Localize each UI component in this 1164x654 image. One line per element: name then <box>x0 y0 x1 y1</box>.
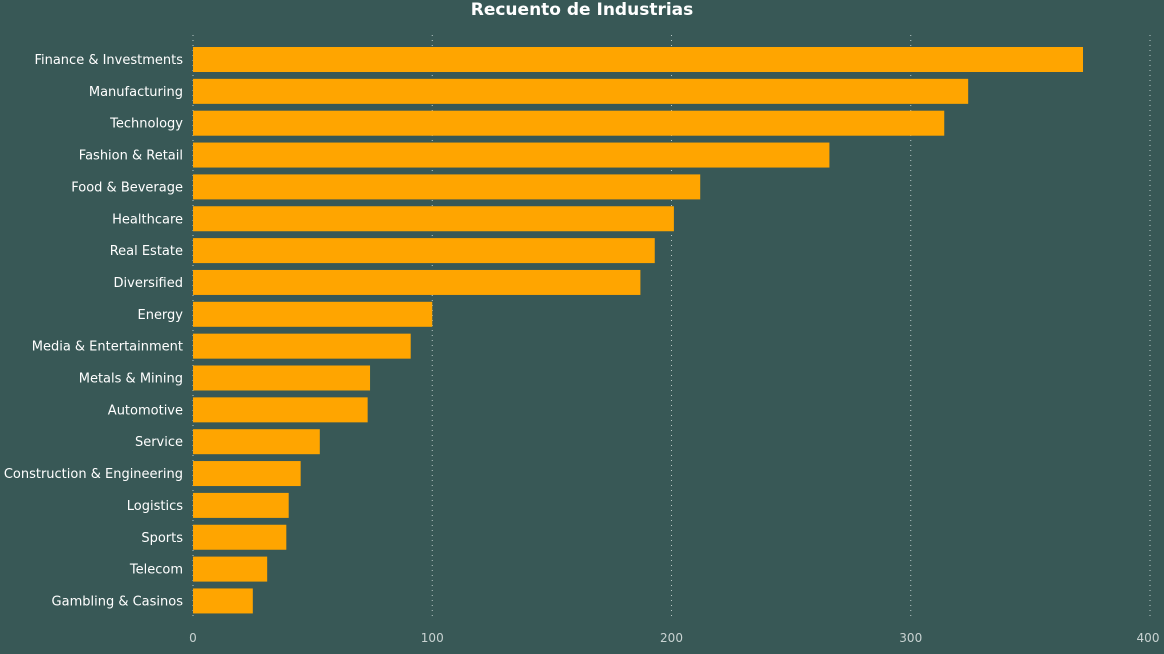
bar[interactable] <box>193 110 945 136</box>
bar[interactable] <box>193 238 655 264</box>
category-label: Diversified <box>114 276 183 291</box>
bar[interactable] <box>193 47 1084 72</box>
category-label: Gambling & Casinos <box>52 594 184 609</box>
chart-title: Recuento de Industrias <box>470 0 694 20</box>
x-tick-label: 300 <box>899 631 922 645</box>
x-tick-label: 100 <box>421 631 444 645</box>
category-label: Finance & Investments <box>34 53 183 68</box>
bar[interactable] <box>193 333 411 359</box>
category-label: Sports <box>141 531 183 546</box>
category-label: Construction & Engineering <box>4 467 183 482</box>
bar[interactable] <box>193 174 701 200</box>
bar[interactable] <box>193 78 969 104</box>
x-tick-label: 200 <box>660 631 683 645</box>
bar[interactable] <box>193 461 301 487</box>
bar[interactable] <box>193 492 289 518</box>
bar[interactable] <box>193 397 368 423</box>
category-label: Healthcare <box>112 212 183 227</box>
category-label: Fashion & Retail <box>79 149 183 164</box>
bar[interactable] <box>193 206 674 232</box>
bar[interactable] <box>193 269 641 295</box>
category-label: Energy <box>137 308 183 323</box>
bar[interactable] <box>193 142 830 168</box>
bar[interactable] <box>193 556 268 582</box>
category-label: Food & Beverage <box>71 180 183 195</box>
bar[interactable] <box>193 365 371 391</box>
category-labels: Finance & Investments Manufacturing Techno… <box>4 53 183 609</box>
bar[interactable] <box>193 524 287 550</box>
category-label: Media & Entertainment <box>32 340 183 355</box>
category-label: Technology <box>109 117 183 132</box>
category-label: Automotive <box>108 403 183 418</box>
category-label: Logistics <box>127 499 183 514</box>
x-tick-label: 400 <box>1137 631 1160 645</box>
x-tick-label: 0 <box>189 631 197 645</box>
bar[interactable] <box>193 429 320 455</box>
category-label: Real Estate <box>110 244 183 259</box>
category-label: Metals & Mining <box>79 372 183 387</box>
category-label: Manufacturing <box>89 85 183 100</box>
bar[interactable] <box>193 588 253 614</box>
category-label: Service <box>135 435 183 450</box>
x-axis-tick-labels: 0 100 200 300 400 <box>189 631 1159 645</box>
bars <box>193 47 1084 614</box>
bar[interactable] <box>193 301 433 327</box>
category-label: Telecom <box>129 563 183 578</box>
